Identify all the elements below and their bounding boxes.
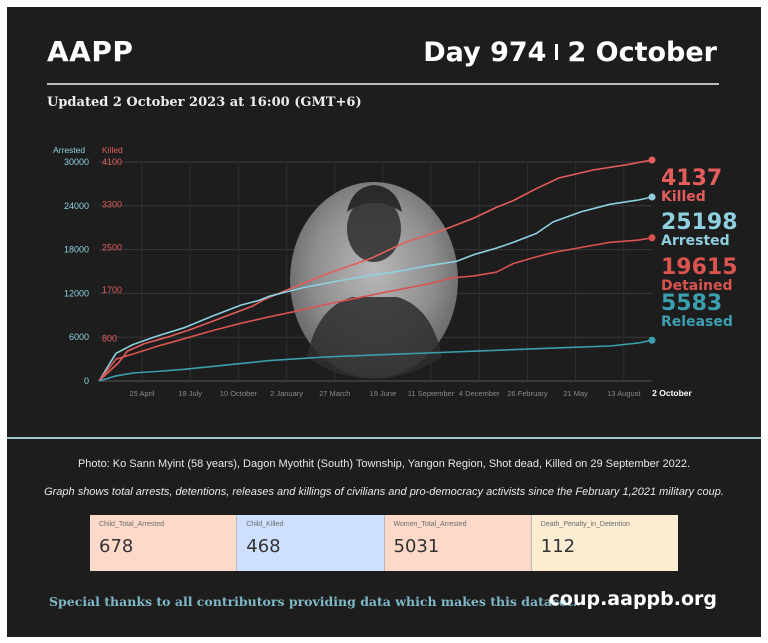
brand-title: AAPP [47, 35, 134, 68]
y-left-tick-label: 0 [84, 376, 89, 386]
end-dot-detained [648, 234, 656, 242]
series-line-detained [98, 237, 653, 382]
stat-value: 112 [540, 536, 576, 557]
released-end-value: 5583 [661, 291, 722, 316]
end-markers [648, 156, 656, 344]
y-right-tick-label: 3300 [102, 200, 122, 210]
infographic-card: AAPP Day 974 2 October Updated 2 October … [7, 7, 761, 637]
site-url[interactable]: coup.aappb.org [548, 588, 717, 610]
killed-end-value: 4137 [661, 166, 722, 191]
y-left-tick-label: 18000 [64, 245, 89, 255]
y-left-tick-label: 12000 [64, 288, 89, 298]
y-right-tick-label: 2500 [102, 242, 122, 252]
updated-timestamp: Updated 2 October 2023 at 16:00 (GMT+6) [47, 95, 362, 110]
arrested-end-label: Arrested [661, 233, 730, 249]
series-line-killed [98, 159, 653, 382]
x-tick-label: 21 May [563, 389, 588, 398]
portrait-silhouette [307, 185, 442, 379]
end-dot-killed [648, 156, 656, 164]
stat-label: Death_Penalty_in_Detention [540, 521, 630, 528]
stat-value: 468 [246, 536, 281, 557]
y-left-tick-label: 24000 [64, 201, 89, 211]
axis-labels: 0 6000 12000 18000 24000 30000 800 1700 2500 3300… [53, 145, 693, 398]
x-tick-label: 2 October [652, 388, 692, 398]
x-tick-label: 25 April [129, 389, 154, 398]
stat-label: Women_Total_Arrested [393, 521, 467, 528]
y-left-axis-title: Arrested [53, 145, 85, 155]
series-line-released [98, 339, 653, 382]
stat-child-killed: Child_Killed 468 [237, 515, 385, 571]
end-labels: 4137 Killed 25198 Arrested 19615 Detaine… [661, 166, 738, 330]
y-left-tick-label: 6000 [69, 332, 89, 342]
x-tick-label: 13 August [607, 389, 641, 398]
stat-value: 5031 [393, 536, 440, 557]
y-right-tick-label: 800 [102, 333, 117, 343]
released-end-label: Released [661, 314, 733, 330]
stat-value: 678 [99, 536, 134, 557]
header-divider [47, 83, 719, 85]
day-label: Day 974 [423, 37, 547, 68]
date-label: 2 October [567, 37, 717, 68]
stat-child-total-arrested: Child_Total_Arrested 678 [90, 515, 238, 571]
portrait-photo [290, 182, 458, 379]
x-tick-label: 2 January [270, 389, 303, 398]
x-tick-label: 4 December [459, 389, 500, 398]
section-divider [7, 437, 761, 439]
stat-label: Child_Killed [246, 521, 284, 528]
thanks-note: Special thanks to all contributors provi… [49, 594, 578, 609]
series-lines [98, 159, 653, 382]
end-dot-released [648, 336, 656, 344]
y-right-axis-title: Killed [102, 145, 123, 155]
x-tick-label: 19 June [370, 389, 397, 398]
stat-women-total-arrested: Women_Total_Arrested 5031 [384, 515, 532, 571]
stat-label: Child_Total_Arrested [99, 521, 164, 528]
stats-row: Child_Total_Arrested 678 Child_Killed 46… [90, 515, 678, 571]
heading-separator [555, 44, 559, 60]
y-right-tick-label: 4100 [102, 157, 122, 167]
x-tick-label: 27 March [319, 389, 350, 398]
x-tick-label: 18 July [178, 389, 202, 398]
x-tick-label: 11 September [408, 389, 455, 398]
day-date-heading: Day 974 2 October [423, 37, 717, 68]
end-dot-arrested [648, 193, 656, 201]
photo-caption: Photo: Ko Sann Myint (58 years), Dagon M… [77, 458, 691, 470]
y-left-tick-label: 30000 [64, 157, 89, 167]
detained-end-label: Detained [661, 278, 733, 294]
line-chart: 0 6000 12000 18000 24000 30000 800 1700 2500 3300… [53, 145, 738, 398]
stat-death-penalty-in-detention: Death_Penalty_in_Detention 112 [531, 515, 678, 571]
killed-end-label: Killed [661, 189, 706, 205]
graph-note: Graph shows total arrests, detentions, r… [44, 486, 724, 498]
detained-end-value: 19615 [661, 255, 738, 280]
x-tick-label: 10 October [220, 389, 258, 398]
x-tick-label: 26 February [507, 389, 548, 398]
arrested-end-value: 25198 [661, 210, 738, 235]
y-right-tick-label: 1700 [102, 285, 122, 295]
series-line-arrested [98, 196, 653, 382]
